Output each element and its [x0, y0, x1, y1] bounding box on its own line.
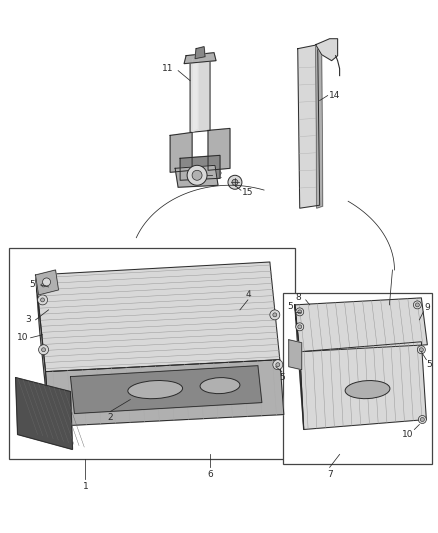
Text: 5: 5 [287, 302, 293, 311]
Circle shape [41, 298, 45, 302]
Circle shape [276, 362, 280, 367]
Text: 10: 10 [402, 430, 413, 439]
Bar [9, 248, 295, 459]
Polygon shape [71, 366, 262, 414]
Polygon shape [170, 132, 192, 172]
Polygon shape [295, 298, 427, 352]
Circle shape [415, 303, 419, 307]
Ellipse shape [200, 377, 240, 394]
Polygon shape [190, 55, 210, 132]
Circle shape [273, 313, 277, 317]
Circle shape [39, 280, 49, 290]
Circle shape [42, 278, 50, 286]
Text: 14: 14 [329, 91, 340, 100]
Ellipse shape [345, 381, 390, 399]
Text: 5: 5 [427, 360, 432, 369]
Bar [283, 293, 432, 464]
Text: 6: 6 [207, 470, 213, 479]
Text: 12: 12 [212, 171, 224, 180]
Polygon shape [195, 47, 205, 59]
Polygon shape [208, 128, 230, 171]
Polygon shape [300, 342, 426, 430]
Text: 7: 7 [327, 470, 332, 479]
Text: 15: 15 [242, 188, 254, 197]
Text: 5: 5 [30, 280, 35, 289]
Circle shape [419, 348, 424, 352]
Circle shape [273, 360, 283, 370]
Circle shape [296, 308, 304, 316]
Polygon shape [298, 45, 320, 208]
Circle shape [298, 325, 302, 329]
Circle shape [187, 165, 207, 185]
Ellipse shape [128, 381, 183, 399]
Polygon shape [35, 270, 59, 295]
Circle shape [420, 417, 424, 422]
Circle shape [42, 283, 46, 287]
Polygon shape [184, 53, 216, 63]
Circle shape [270, 310, 280, 320]
Polygon shape [175, 165, 218, 187]
Polygon shape [35, 262, 280, 372]
Circle shape [42, 348, 46, 352]
Polygon shape [316, 43, 323, 208]
Polygon shape [316, 39, 338, 61]
Text: 8: 8 [296, 293, 302, 302]
Text: 1: 1 [82, 482, 88, 491]
Polygon shape [46, 360, 284, 426]
Text: 11: 11 [162, 64, 174, 73]
Polygon shape [295, 305, 304, 430]
Circle shape [417, 346, 425, 354]
Circle shape [38, 295, 48, 305]
Text: 10: 10 [17, 333, 28, 342]
Text: 4: 4 [245, 290, 251, 300]
Circle shape [232, 179, 238, 185]
Polygon shape [180, 155, 220, 180]
Circle shape [298, 310, 302, 314]
Polygon shape [35, 275, 49, 426]
Polygon shape [192, 56, 198, 132]
Text: 9: 9 [424, 303, 430, 312]
Polygon shape [289, 340, 302, 370]
Circle shape [413, 301, 421, 309]
Circle shape [296, 323, 304, 331]
Circle shape [228, 175, 242, 189]
Circle shape [39, 345, 49, 355]
Text: 3: 3 [26, 316, 32, 324]
Text: 5: 5 [279, 373, 285, 382]
Circle shape [418, 416, 426, 424]
Circle shape [192, 171, 202, 180]
Polygon shape [16, 378, 72, 449]
Text: 2: 2 [108, 413, 113, 422]
